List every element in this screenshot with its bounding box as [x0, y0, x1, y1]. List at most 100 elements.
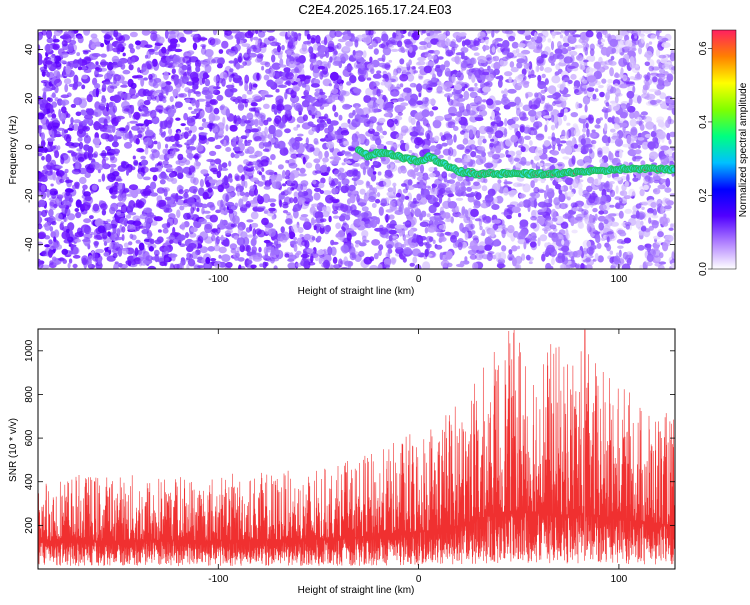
- noise-blob: [426, 30, 435, 36]
- noise-blob: [645, 81, 650, 90]
- noise-blob: [146, 50, 151, 59]
- noise-blob: [263, 104, 270, 109]
- noise-blob: [249, 200, 257, 204]
- noise-blob: [186, 144, 190, 150]
- noise-blob: [561, 136, 567, 139]
- noise-blob: [465, 231, 469, 240]
- noise-blob: [173, 55, 181, 64]
- noise-blob: [376, 182, 380, 185]
- noise-blob: [617, 230, 625, 234]
- noise-blob: [155, 105, 163, 112]
- noise-blob: [408, 150, 412, 153]
- noise-blob: [513, 117, 519, 122]
- noise-blob: [329, 176, 332, 184]
- noise-blob: [133, 112, 140, 120]
- noise-blob: [376, 89, 380, 97]
- noise-blob: [388, 188, 396, 192]
- noise-blob: [463, 91, 469, 100]
- noise-blob: [533, 49, 542, 54]
- noise-blob: [312, 220, 317, 224]
- noise-blob: [244, 75, 249, 84]
- noise-blob: [615, 72, 619, 77]
- noise-blob: [339, 94, 343, 101]
- noise-blob: [358, 68, 367, 77]
- noise-blob: [46, 72, 50, 77]
- noise-blob: [645, 62, 650, 67]
- noise-blob: [251, 239, 257, 247]
- noise-blob: [247, 140, 252, 143]
- noise-blob: [85, 133, 88, 138]
- noise-blob: [581, 138, 586, 145]
- noise-blob: [196, 113, 199, 119]
- noise-blob: [124, 142, 132, 149]
- noise-blob: [159, 173, 168, 180]
- noise-blob: [479, 126, 488, 134]
- noise-blob: [657, 59, 661, 64]
- noise-blob: [213, 170, 219, 174]
- noise-blob: [611, 102, 620, 111]
- noise-blob: [82, 258, 87, 266]
- noise-blob: [624, 238, 631, 244]
- noise-blob: [170, 96, 174, 102]
- noise-blob: [264, 44, 267, 47]
- noise-blob: [579, 64, 582, 70]
- noise-blob: [85, 196, 92, 201]
- noise-blob: [166, 87, 169, 96]
- noise-blob: [330, 160, 339, 164]
- noise-blob: [555, 64, 560, 71]
- noise-blob: [363, 50, 367, 57]
- noise-blob: [422, 177, 431, 180]
- noise-blob: [247, 260, 253, 264]
- noise-blob: [369, 265, 378, 272]
- noise-blob: [306, 248, 313, 253]
- figure-title: C2E4.2025.165.17.24.E03: [298, 2, 451, 17]
- noise-blob: [552, 217, 558, 222]
- noise-blob: [64, 129, 68, 133]
- noise-blob: [340, 204, 348, 212]
- noise-blob: [481, 39, 485, 43]
- noise-blob: [308, 110, 312, 115]
- noise-blob: [279, 64, 287, 67]
- noise-blob: [436, 86, 442, 94]
- noise-blob: [530, 180, 535, 188]
- noise-blob: [242, 61, 247, 66]
- noise-blob: [245, 31, 254, 38]
- noise-blob: [136, 45, 141, 50]
- noise-blob: [274, 265, 278, 270]
- noise-blob: [518, 74, 524, 79]
- noise-blob: [342, 46, 350, 52]
- noise-blob: [285, 176, 290, 180]
- noise-blob: [175, 193, 178, 202]
- noise-blob: [544, 140, 551, 147]
- noise-blob: [186, 52, 193, 55]
- noise-blob: [649, 151, 658, 159]
- noise-blob: [379, 207, 384, 216]
- noise-blob: [638, 47, 642, 54]
- noise-blob: [341, 123, 349, 129]
- noise-blob: [272, 50, 275, 54]
- noise-blob: [179, 37, 186, 43]
- noise-blob: [276, 104, 284, 111]
- noise-blob: [562, 156, 569, 159]
- noise-blob: [321, 172, 329, 176]
- noise-blob: [579, 77, 585, 82]
- noise-blob: [664, 205, 672, 209]
- noise-blob: [45, 44, 50, 53]
- noise-blob: [279, 200, 282, 208]
- noise-blob: [204, 224, 212, 233]
- noise-blob: [433, 50, 440, 55]
- noise-blob: [485, 194, 494, 203]
- noise-blob: [208, 37, 215, 45]
- noise-blob: [117, 213, 125, 217]
- noise-blob: [589, 148, 593, 154]
- noise-blob: [270, 42, 279, 47]
- noise-blob: [641, 207, 645, 210]
- noise-blob: [334, 31, 342, 37]
- noise-blob: [53, 39, 60, 43]
- noise-blob: [265, 170, 274, 176]
- noise-blob: [168, 128, 172, 135]
- noise-blob: [307, 34, 311, 40]
- noise-blob: [45, 170, 54, 175]
- noise-blob: [505, 30, 513, 34]
- noise-blob: [332, 54, 337, 60]
